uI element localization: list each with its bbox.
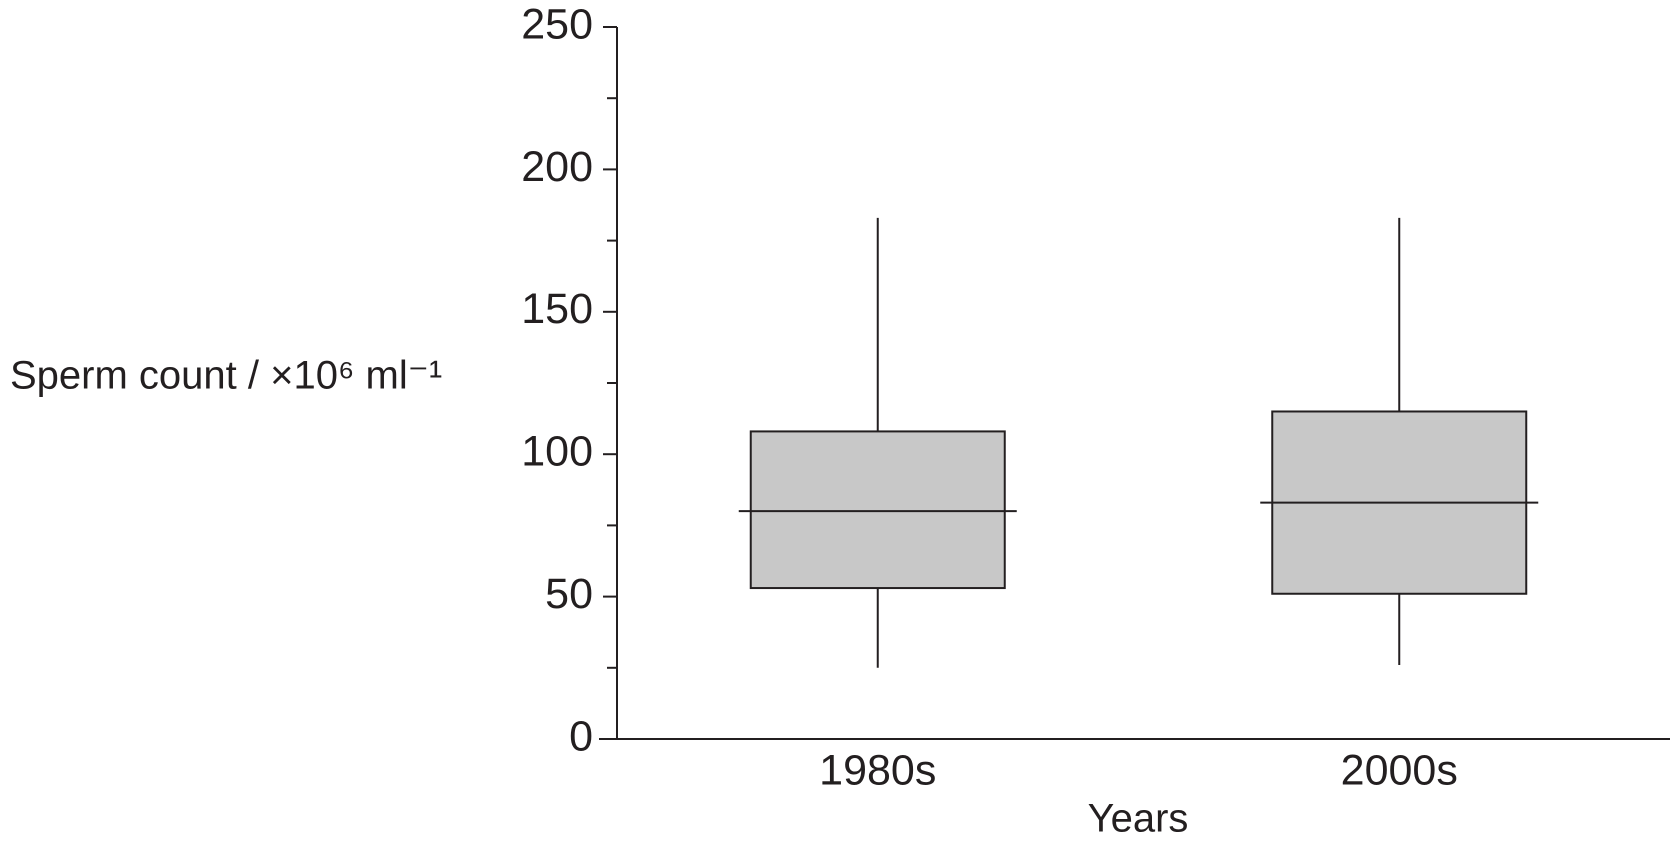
y-tick-label: 200 — [521, 143, 593, 191]
y-tick-label: 250 — [521, 0, 593, 48]
x-tick-label: 2000s — [1341, 746, 1458, 794]
y-tick-label: 0 — [569, 712, 593, 760]
box — [749, 430, 1006, 590]
x-axis-title: Years — [1088, 797, 1189, 841]
y-tick-label: 100 — [521, 428, 593, 476]
y-tick-label: 50 — [545, 570, 593, 618]
y-axis-title: Sperm count / ×10⁶ ml⁻¹ — [10, 354, 442, 398]
x-tick-label: 1980s — [819, 746, 936, 794]
y-tick-label: 150 — [521, 285, 593, 333]
